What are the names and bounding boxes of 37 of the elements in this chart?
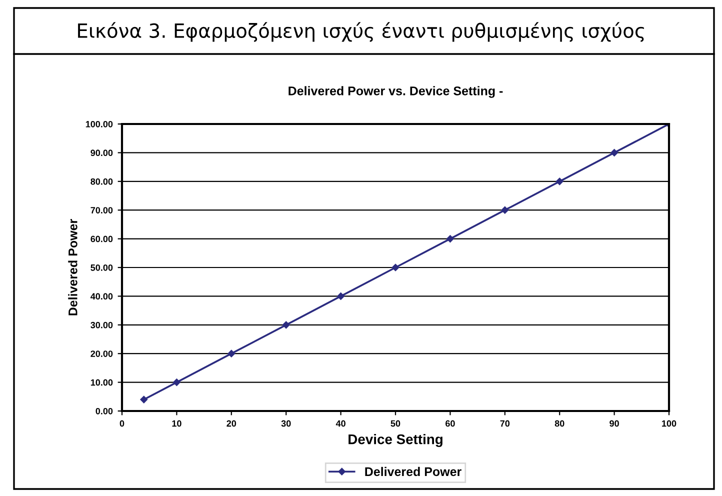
x-tick-label: 30 [281, 420, 291, 427]
point [446, 235, 454, 242]
y-tick-label: 50.00 [90, 264, 113, 271]
point [282, 321, 290, 329]
point [140, 396, 148, 404]
point [173, 378, 180, 386]
point [610, 149, 618, 156]
y-tick-label: 80.00 [90, 178, 113, 185]
y-tick-label: 100.00 [86, 120, 113, 128]
point [392, 264, 400, 272]
y-tick-label: 70.00 [90, 207, 113, 214]
x-tick-label: 20 [226, 420, 236, 427]
point [501, 206, 509, 214]
x-tick-label: 80 [554, 420, 564, 427]
point [556, 178, 564, 186]
y-tick-label: 90.00 [90, 150, 113, 156]
point [337, 292, 344, 300]
y-tick-label: 10.00 [90, 379, 113, 386]
point [228, 350, 236, 358]
x-tick-label: 0 [120, 420, 124, 427]
x-tick-label: 50 [390, 420, 400, 427]
y-axis-title: Delivered Power [68, 219, 78, 316]
x-tick-label: 10 [172, 420, 182, 427]
legend-label: Delivered Power [365, 466, 462, 476]
y-tick-label: 60.00 [90, 236, 113, 242]
y-tick-label: 0.00 [96, 408, 113, 414]
y-tick-label: 30.00 [90, 322, 113, 328]
x-tick-label: 70 [500, 420, 510, 427]
x-tick-label: 100 [662, 420, 676, 427]
x-tick-label: 60 [446, 420, 455, 427]
x-tick-label: 40 [336, 420, 346, 427]
y-tick-label: 40.00 [90, 293, 113, 300]
x-tick-label: 90 [610, 420, 619, 427]
chart-subtitle: Delivered Power vs. Device Setting - [288, 86, 503, 98]
x-axis-title: Device Setting [348, 434, 442, 448]
chart-title: Εικόνα 3. Εφαρμοζόμενη ισχύς έναντι ρυθμισμένης ισχύος [78, 22, 644, 42]
y-tick-label: 20.00 [90, 350, 113, 357]
